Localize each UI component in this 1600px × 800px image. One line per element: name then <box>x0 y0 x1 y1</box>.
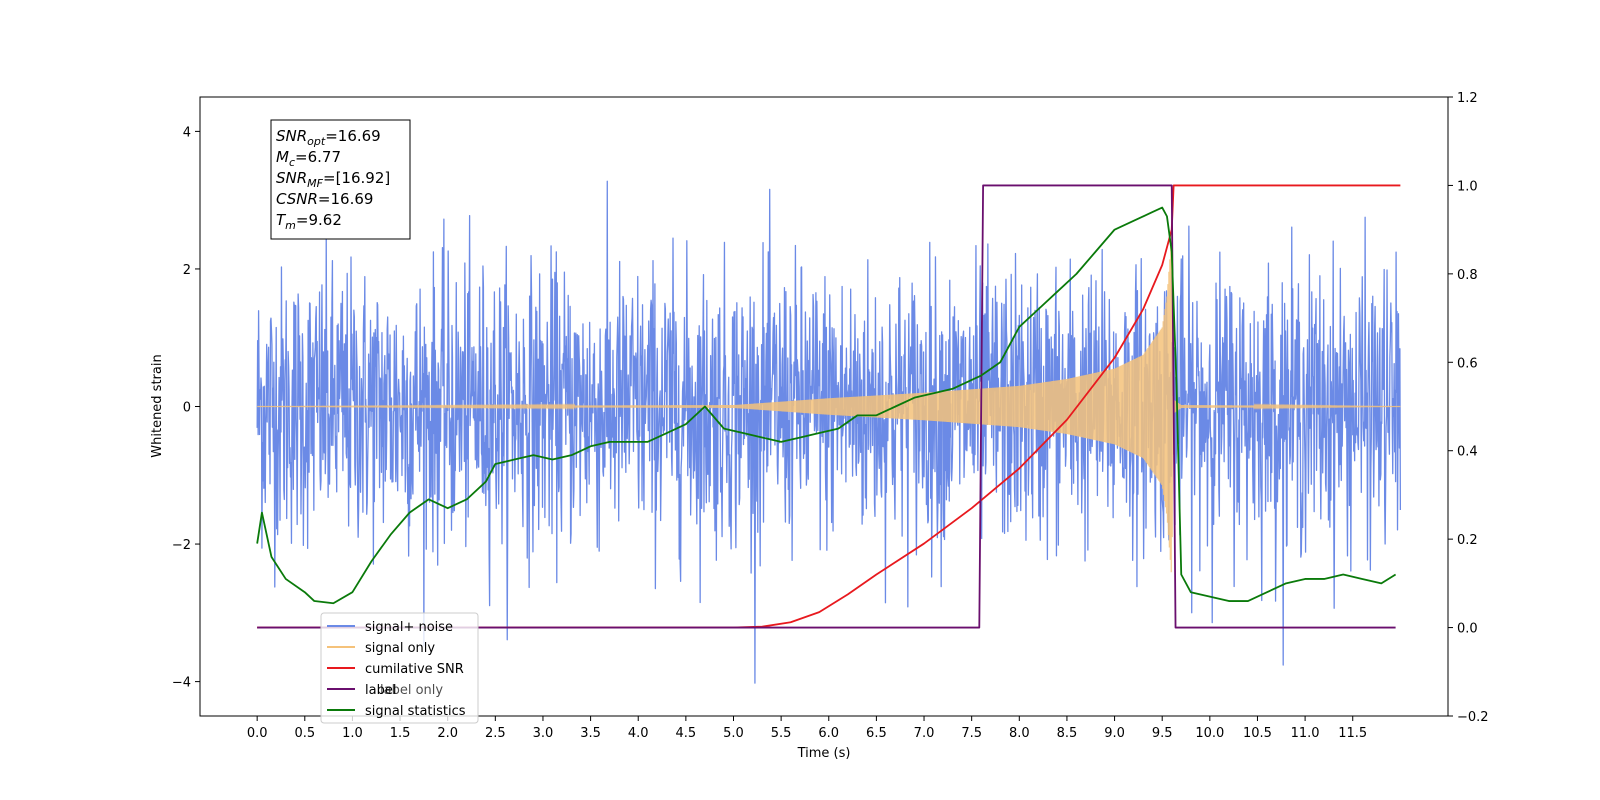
x-tick-label: 11.0 <box>1291 726 1320 741</box>
y-right-tick-label: 0.8 <box>1457 268 1478 283</box>
x-tick-label: 0.5 <box>294 726 315 741</box>
snr-info-symbol: CSNR <box>276 190 318 208</box>
x-tick-label: 9.0 <box>1104 726 1125 741</box>
snr-info-value: =[16.92] <box>323 169 390 187</box>
y-right-tick-label: 1.2 <box>1457 91 1478 106</box>
snr-info-value: =16.69 <box>318 190 374 208</box>
x-tick-label: 4.5 <box>676 726 697 741</box>
x-tick-label: 7.5 <box>961 726 982 741</box>
series-signal-only <box>257 234 1401 573</box>
x-tick-label: 5.5 <box>771 726 792 741</box>
y-right-tick-label: 0.2 <box>1457 533 1478 548</box>
snr-info-subscript: opt <box>307 135 326 148</box>
snr-info-line: Mc=6.77 <box>276 148 341 169</box>
legend-label: cumilative SNR <box>365 662 464 677</box>
x-tick-label: 11.5 <box>1338 726 1367 741</box>
x-axis-label: Time (s) <box>797 746 851 761</box>
legend-frame <box>320 612 479 724</box>
x-tick-label: 1.0 <box>342 726 363 741</box>
legend-ghost-text: label only <box>380 683 443 698</box>
y-left-tick-label: 2 <box>183 263 191 278</box>
legend-label: label <box>365 683 396 698</box>
x-tick-label: 3.0 <box>533 726 554 741</box>
snr-info-value: =9.62 <box>296 211 342 229</box>
snr-info-symbol: SNR <box>276 127 307 145</box>
y-right-tick-label: 0.4 <box>1457 445 1478 460</box>
snr-info-subscript: c <box>289 156 295 169</box>
x-tick-label: 0.0 <box>247 726 268 741</box>
x-tick-label: 8.5 <box>1057 726 1078 741</box>
y-axis-label-left: Whitened strain <box>150 354 165 457</box>
x-tick-label: 1.5 <box>390 726 411 741</box>
snr-info-symbol: M <box>276 148 289 166</box>
series-signal-noise <box>256 180 1402 684</box>
snr-info-symbol: SNR <box>276 169 307 187</box>
snr-info-subscript: m <box>285 219 296 232</box>
y-left-tick-label: −4 <box>172 676 191 691</box>
legend-label: signal statistics <box>365 704 466 719</box>
snr-info-line: Tm=9.62 <box>276 211 342 232</box>
series-layer <box>256 180 1402 684</box>
y-right-tick-label: 0.6 <box>1457 356 1478 371</box>
legend: label only signal+ noise signal only cumila… <box>320 612 479 724</box>
snr-info-symbol: T <box>276 211 287 229</box>
x-tick-label: 6.0 <box>818 726 839 741</box>
x-tick-label: 5.0 <box>723 726 744 741</box>
x-tick-label: 2.0 <box>437 726 458 741</box>
series-signal-statistics <box>256 206 1397 605</box>
snr-info-subscript: MF <box>307 177 323 190</box>
y-axis-left: −4 −2 0 2 4 <box>172 125 200 691</box>
y-left-tick-label: 0 <box>183 401 191 416</box>
y-right-tick-label: 1.0 <box>1457 179 1478 194</box>
x-tick-label: 3.5 <box>580 726 601 741</box>
series-label <box>257 184 1396 629</box>
legend-label: signal only <box>365 641 435 656</box>
y-axis-right: −0.2 0.0 0.2 0.4 0.6 0.8 1.0 1.2 <box>1448 91 1489 725</box>
legend-label: signal+ noise <box>365 620 453 635</box>
x-tick-label: 10.5 <box>1243 726 1272 741</box>
snr-info-value: =16.69 <box>325 127 381 145</box>
snr-info-value: =6.77 <box>295 148 341 166</box>
x-tick-label: 4.0 <box>628 726 649 741</box>
snr-info-line: SNRopt=16.69 <box>276 127 381 148</box>
y-right-tick-label: 0.0 <box>1457 622 1478 637</box>
x-tick-label: 9.5 <box>1152 726 1173 741</box>
x-tick-label: 8.0 <box>1009 726 1030 741</box>
x-tick-label: 6.5 <box>866 726 887 741</box>
x-tick-label: 10.0 <box>1195 726 1224 741</box>
y-left-tick-label: −2 <box>172 538 191 553</box>
x-tick-label: 7.0 <box>914 726 935 741</box>
snr-info-line: CSNR=16.69 <box>276 190 373 208</box>
x-tick-label: 2.5 <box>485 726 506 741</box>
snr-info-box: SNRopt=16.69Mc=6.77SNRMF=[16.92]CSNR=16.… <box>270 119 411 240</box>
x-axis: 0.0 0.5 1.0 1.5 2.0 2.5 3.0 3.5 4.0 4.5 5.0 5.5 6.0 6… <box>247 716 1367 741</box>
y-right-tick-label: −0.2 <box>1457 710 1489 725</box>
y-left-tick-label: 4 <box>183 125 191 140</box>
snr-info-box-frame <box>270 119 411 240</box>
snr-info-line: SNRMF=[16.92] <box>276 169 390 190</box>
